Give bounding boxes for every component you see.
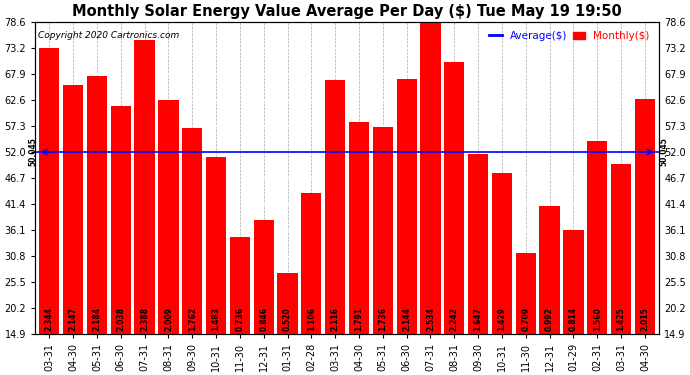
Bar	[468, 154, 489, 333]
Bar	[515, 253, 536, 333]
Bar	[349, 122, 369, 333]
Bar	[444, 62, 464, 333]
Text: 2.116: 2.116	[331, 307, 339, 331]
Text: 0.736: 0.736	[235, 307, 244, 331]
Text: 0.814: 0.814	[569, 307, 578, 331]
Text: 50.045: 50.045	[28, 138, 37, 166]
Text: 50.045: 50.045	[659, 138, 668, 166]
Bar	[206, 157, 226, 333]
Bar	[635, 99, 655, 333]
Text: 0.992: 0.992	[545, 307, 554, 331]
Title: Monthly Solar Energy Value Average Per Day ($) Tue May 19 19:50: Monthly Solar Energy Value Average Per D…	[72, 4, 622, 19]
Bar	[587, 141, 607, 333]
Text: 2.344: 2.344	[45, 307, 54, 331]
Text: 0.846: 0.846	[259, 307, 268, 331]
Text: 2.184: 2.184	[92, 307, 101, 331]
Text: 2.147: 2.147	[68, 307, 77, 331]
Bar	[611, 164, 631, 333]
Text: 2.009: 2.009	[164, 307, 173, 331]
Text: 0.709: 0.709	[521, 307, 531, 331]
Bar	[373, 128, 393, 333]
Bar	[277, 273, 297, 333]
Bar	[397, 80, 417, 333]
Text: 1.791: 1.791	[355, 307, 364, 331]
Text: 1.429: 1.429	[497, 307, 506, 331]
Text: 1.647: 1.647	[473, 307, 482, 331]
Text: 2.388: 2.388	[140, 307, 149, 331]
Bar	[39, 48, 59, 333]
Text: 2.038: 2.038	[116, 307, 125, 331]
Text: 1.425: 1.425	[617, 308, 626, 331]
Bar	[302, 193, 322, 333]
Bar	[135, 40, 155, 333]
Bar	[492, 173, 512, 333]
Bar	[420, 17, 441, 333]
Bar	[87, 76, 107, 333]
Bar	[110, 106, 131, 333]
Text: 1.762: 1.762	[188, 307, 197, 331]
Text: 2.144: 2.144	[402, 307, 411, 331]
Bar	[230, 237, 250, 333]
Bar	[63, 85, 83, 333]
Bar	[182, 129, 202, 333]
Text: 1.483: 1.483	[212, 307, 221, 331]
Text: Copyright 2020 Cartronics.com: Copyright 2020 Cartronics.com	[38, 31, 179, 40]
Text: 2.534: 2.534	[426, 308, 435, 331]
Bar	[563, 230, 584, 333]
Text: 1.106: 1.106	[307, 307, 316, 331]
Legend: Average($), Monthly($): Average($), Monthly($)	[485, 27, 654, 45]
Bar	[253, 220, 274, 333]
Bar	[540, 206, 560, 333]
Text: 1.560: 1.560	[593, 308, 602, 331]
Text: 2.242: 2.242	[450, 307, 459, 331]
Text: 2.015: 2.015	[640, 308, 649, 331]
Text: 0.520: 0.520	[283, 308, 292, 331]
Bar	[325, 80, 345, 333]
Bar	[158, 100, 179, 333]
Text: 1.736: 1.736	[378, 307, 387, 331]
